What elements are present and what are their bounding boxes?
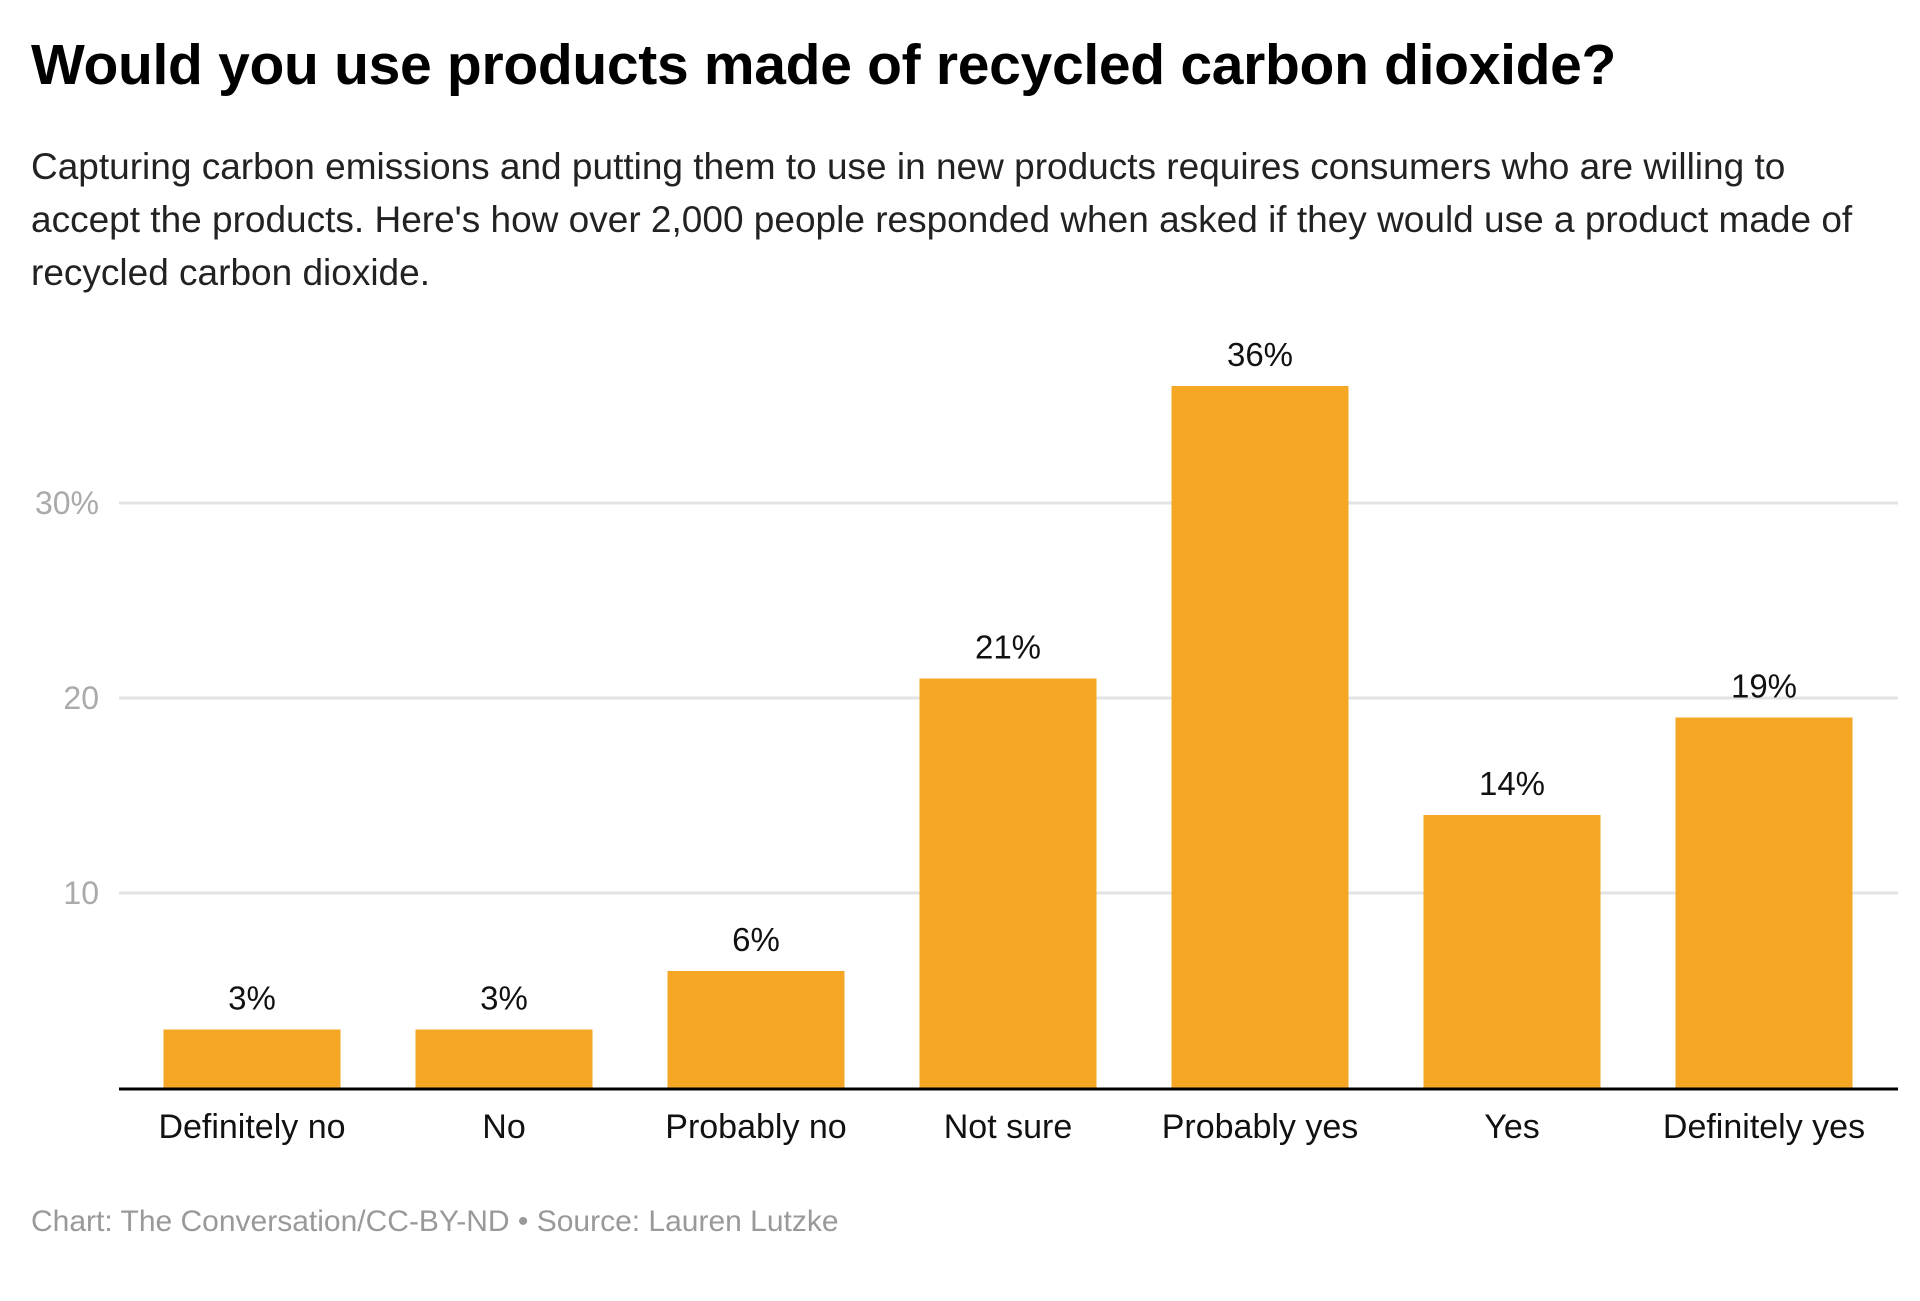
x-category-label: No — [482, 1108, 525, 1146]
bars — [163, 386, 1853, 1088]
x-category-label: Probably no — [665, 1108, 846, 1146]
x-category-label: Probably yes — [1162, 1108, 1359, 1146]
y-tick-label: 10 — [63, 875, 99, 911]
bar — [163, 1029, 341, 1088]
bar — [919, 678, 1097, 1088]
value-label: 14% — [1479, 765, 1545, 802]
chart-title: Would you use products made of recycled … — [31, 33, 1617, 97]
x-category-label: Yes — [1484, 1108, 1539, 1146]
x-axis-labels: Definitely no No Probably no Not sure Probab… — [158, 1108, 1865, 1146]
y-axis-ticks: 10 20 30% — [35, 485, 99, 911]
chart-subtitle: Capturing carbon emissions and putting t… — [31, 146, 1853, 293]
y-tick-label: 20 — [63, 680, 99, 716]
value-label: 36% — [1227, 336, 1293, 373]
value-labels: 3% 3% 6% 21% 36% 14% 19% — [228, 336, 1797, 1017]
x-category-label: Definitely no — [158, 1108, 345, 1146]
x-category-label: Not sure — [944, 1108, 1073, 1146]
value-label: 21% — [975, 629, 1041, 666]
value-label: 3% — [480, 980, 528, 1017]
value-label: 3% — [228, 980, 276, 1017]
bar — [415, 1029, 593, 1088]
bar — [1675, 717, 1853, 1088]
bar — [1171, 386, 1349, 1088]
value-label: 19% — [1731, 668, 1797, 705]
bar — [667, 971, 845, 1088]
x-category-label: Definitely yes — [1663, 1108, 1865, 1146]
y-tick-label: 30% — [35, 485, 99, 521]
chart-footer: Chart: The Conversation/CC-BY-ND • Sourc… — [31, 1205, 839, 1238]
bar — [1423, 815, 1601, 1088]
value-label: 6% — [732, 921, 780, 958]
